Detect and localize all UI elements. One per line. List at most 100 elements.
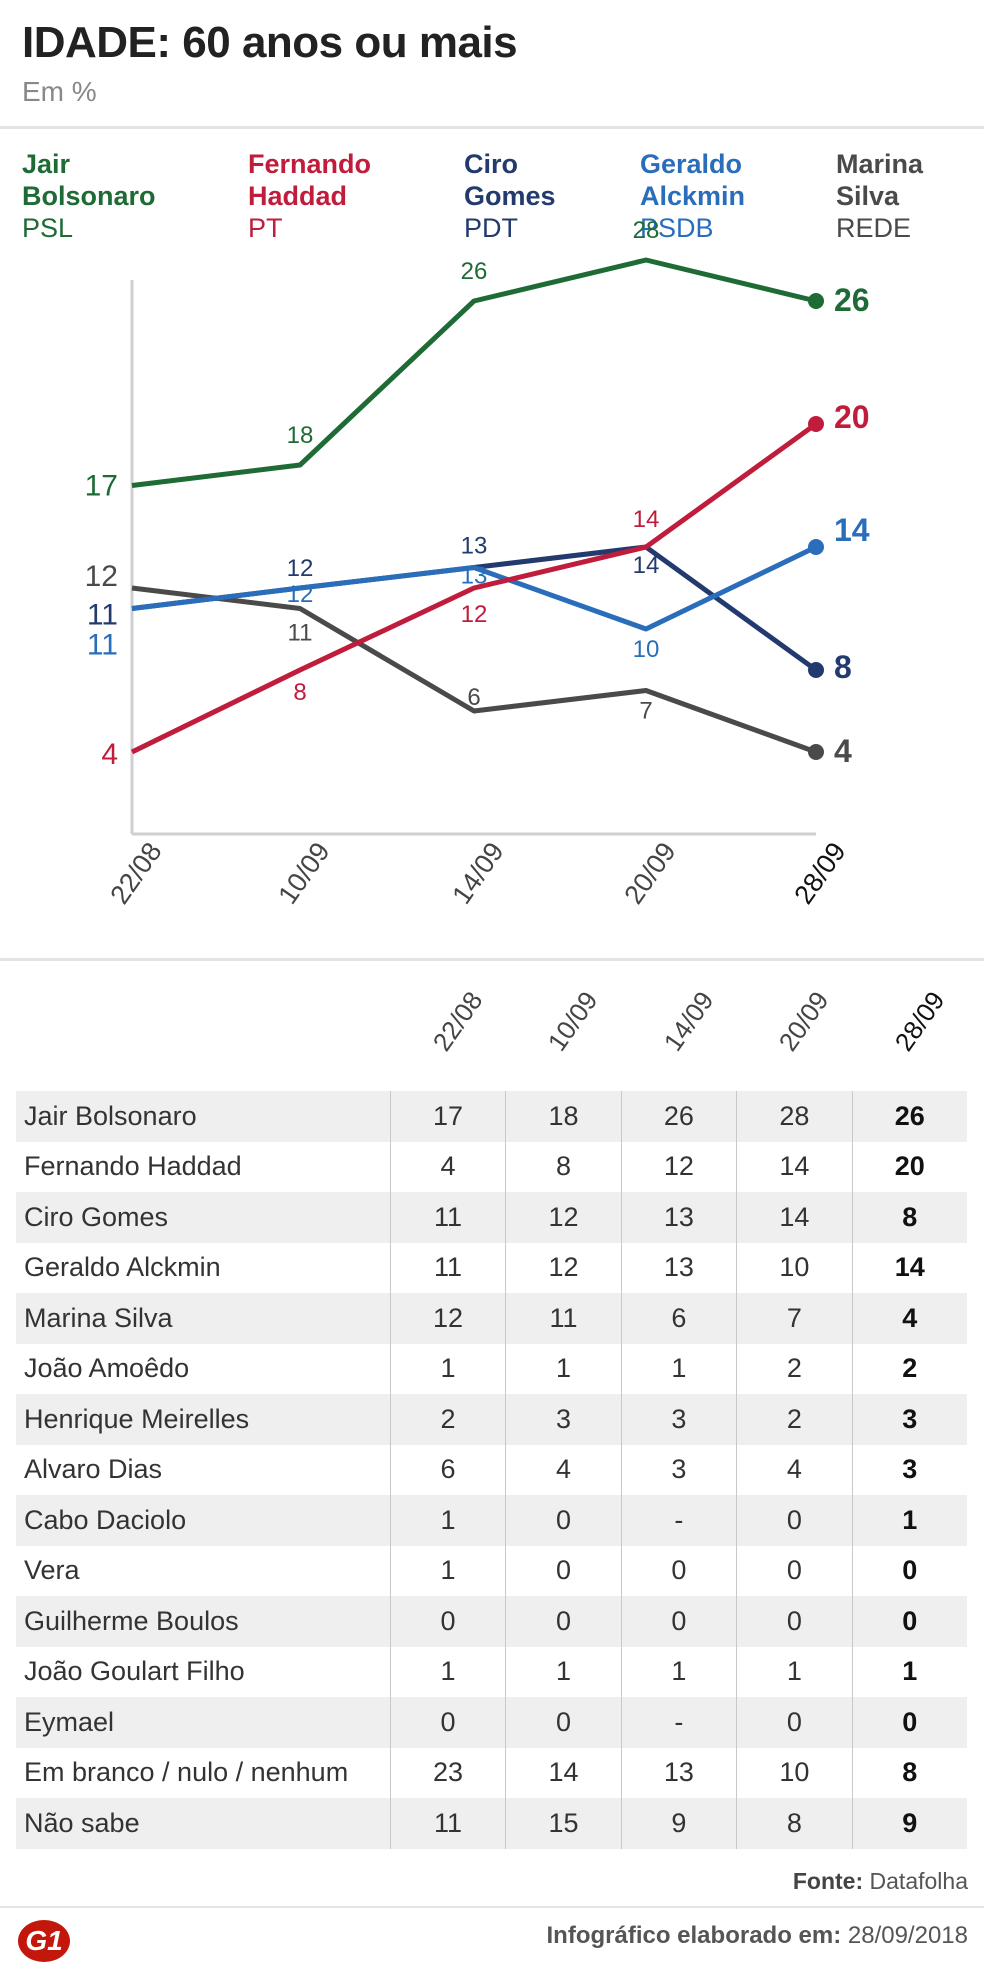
- table-cell: 17: [389, 1091, 505, 1142]
- table-cell: 8: [505, 1141, 620, 1192]
- column-header: 14/09: [657, 985, 720, 1057]
- table-cell: 14: [851, 1242, 967, 1293]
- row-label: Cabo Daciolo: [24, 1504, 187, 1535]
- table-cell: 18: [505, 1091, 620, 1142]
- source-value: Datafolha: [869, 1868, 968, 1894]
- legend-name: Bolsonaro: [22, 181, 156, 211]
- table-row: Henrique Meirelles 2 3 3 2 3: [16, 1394, 967, 1445]
- data-label: 13: [461, 563, 488, 590]
- table-cell: 11: [505, 1293, 620, 1344]
- table-cell: 0: [736, 1495, 851, 1546]
- page-subtitle: Em %: [22, 76, 97, 107]
- row-label: Em branco / nulo / nenhum: [24, 1757, 349, 1788]
- credit-note: Infográfico elaborado em: 28/09/2018: [547, 1922, 969, 1950]
- table-column-headers: 22/08 10/09 14/09 20/09 28/09: [0, 980, 984, 1080]
- table-cell: 2: [736, 1343, 851, 1394]
- data-label: 18: [287, 422, 314, 449]
- table-cell: 3: [620, 1444, 736, 1495]
- data-label: 26: [834, 282, 870, 318]
- data-table: Jair Bolsonaro 17 18 26 28 26 Fernando Haddad 4…: [16, 1091, 967, 1849]
- table-cell: 15: [505, 1798, 620, 1849]
- table-cell: 7: [736, 1293, 851, 1344]
- column-header: 20/09: [772, 985, 835, 1057]
- table-cell: -: [620, 1495, 736, 1546]
- table-cell: 4: [505, 1444, 620, 1495]
- table-cell: 0: [389, 1697, 505, 1748]
- series-line: [131, 585, 817, 755]
- table-cell: 1: [620, 1343, 736, 1394]
- table-row: Eymael 0 0-0 0: [16, 1697, 967, 1748]
- legend-name: Gomes: [464, 181, 556, 211]
- table-cell: 13: [620, 1192, 736, 1243]
- table-cell: 9: [620, 1798, 736, 1849]
- table-cell: 2: [389, 1394, 505, 1445]
- table-cell: 0: [505, 1697, 620, 1748]
- series-end-point: [808, 662, 824, 678]
- table-cell: 0: [505, 1545, 620, 1596]
- row-label: Alvaro Dias: [24, 1454, 163, 1485]
- table-cell: 3: [851, 1444, 967, 1495]
- credit-date: 28/09/2018: [847, 1922, 968, 1949]
- data-label: 11: [87, 599, 118, 632]
- credit-label: Infográfico elaborado em:: [546, 1922, 842, 1949]
- row-label: Vera: [24, 1555, 80, 1586]
- table-row: Ciro Gomes 11 12 13 14 8: [16, 1192, 967, 1243]
- table-row: Jair Bolsonaro 17 18 26 28 26: [16, 1091, 967, 1142]
- data-label: 14: [834, 512, 870, 548]
- g1-logo: G1: [18, 1920, 70, 1962]
- x-tick-label: 22/08: [104, 837, 167, 910]
- divider: [0, 1906, 984, 1908]
- table-cell: 6: [389, 1444, 505, 1495]
- table-row: João Goulart Filho 1 1 1 1 1: [16, 1646, 967, 1697]
- legend-item: Geraldo Alckmin PSDB: [640, 148, 745, 244]
- table-row: Geraldo Alckmin 11 12 13 10 14: [16, 1242, 967, 1293]
- legend-item: Jair Bolsonaro PSL: [22, 148, 156, 244]
- table-cell: 3: [505, 1394, 620, 1445]
- legend-party: REDE: [836, 213, 912, 243]
- table-cell: 12: [620, 1141, 736, 1192]
- data-label: 4: [834, 733, 852, 769]
- column-header: 22/08: [426, 985, 489, 1057]
- table-cell: 23: [389, 1747, 505, 1798]
- table-cell: -: [620, 1697, 736, 1748]
- data-label: 11: [87, 629, 118, 662]
- table-cell: 26: [851, 1091, 967, 1142]
- table-cell: 3: [620, 1394, 736, 1445]
- table-cell: 14: [736, 1141, 851, 1192]
- x-tick-label: 14/09: [446, 837, 509, 910]
- table-cell: 1: [389, 1495, 505, 1546]
- table-cell: 0: [620, 1596, 736, 1647]
- series-line: [131, 544, 818, 632]
- table-cell: 4: [851, 1293, 967, 1344]
- legend-name: Geraldo: [640, 149, 743, 179]
- table-cell: 0: [389, 1596, 505, 1647]
- table-row: Em branco / nulo / nenhum 23 14 13 10 8: [16, 1747, 967, 1798]
- table-cell: 11: [389, 1242, 505, 1293]
- table-cell: 0: [620, 1545, 736, 1596]
- table-cell: 10: [736, 1747, 851, 1798]
- page-title: IDADE: 60 anos ou mais: [22, 18, 518, 67]
- table-cell: 0: [851, 1545, 967, 1596]
- series-line: [131, 257, 817, 488]
- column-header: 10/09: [541, 985, 604, 1057]
- row-label: Fernando Haddad: [24, 1151, 242, 1182]
- series-end-point: [808, 744, 824, 760]
- data-label: 10: [633, 636, 660, 663]
- legend-item: Marina Silva REDE: [836, 148, 923, 244]
- table-row: Guilherme Boulos 0 0 0 0 0: [16, 1596, 967, 1647]
- table-cell: 1: [389, 1545, 505, 1596]
- table-cell: 4: [389, 1141, 505, 1192]
- x-tick-label: 20/09: [618, 837, 681, 910]
- data-label: 8: [834, 649, 852, 685]
- table-cell: 8: [851, 1747, 967, 1798]
- x-tick-label: 28/09: [788, 837, 851, 910]
- table-cell: 26: [620, 1091, 736, 1142]
- source-note: Fonte: Datafolha: [793, 1868, 968, 1895]
- data-label: 14: [633, 506, 660, 533]
- column-header: 28/09: [888, 985, 951, 1057]
- table-cell: 14: [505, 1747, 620, 1798]
- data-label: 26: [461, 258, 488, 285]
- table-row: Não sabe 11 15 9 8 9: [16, 1798, 967, 1849]
- table-cell: 11: [389, 1192, 505, 1243]
- table-row: Vera 1 0 0 0 0: [16, 1545, 967, 1596]
